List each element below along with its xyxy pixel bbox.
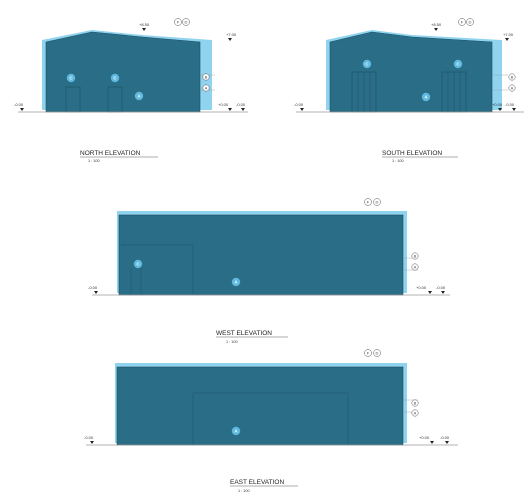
south-grid-tag-1-label: F [461,20,464,25]
north-marker-1 [66,73,76,83]
south-level-marker-ridge [434,28,438,31]
west-elevation-scale: 1 : 100 [226,340,238,344]
south-grid-tag-2-label: D [469,20,472,25]
north-level-eave-text: +7.00 [226,32,237,37]
north-level-marker-ridge [142,28,146,31]
south-grid-tag-2 [466,18,474,26]
south-marker-2-label: C [456,62,460,67]
south-level-left-text: -0.00 [294,102,304,107]
south-level-right-text: +0.00 [492,102,503,107]
west-level-far-right-text: -0.00 [436,285,446,290]
north-side-tag-1 [202,73,210,81]
south-marker-2 [453,59,463,69]
east-side-tag-1-label: B [414,401,417,406]
south-marker-3-label: A [424,95,428,100]
east-side-tag-2-label: A [414,411,417,416]
south-grid-tag-1 [458,18,466,26]
west-grid-tag-1-label: F [367,200,370,205]
west-level-right-text: +0.00 [416,285,427,290]
south-marker-1-label: C [365,62,369,67]
north-level-left-text: -0.00 [14,102,24,107]
west-marker-2-label: A [234,280,238,285]
north-side-tag-1-label: B [205,75,208,80]
east-level-marker-right [430,441,434,444]
north-facade [45,31,201,113]
south-level-ridge-text: +8.50 [431,22,442,27]
north-level-marker-far-right [241,108,245,111]
east-marker-1-label: A [234,429,238,434]
west-elevation-title: WEST ELEVATION [216,330,272,337]
east-marker-1 [231,426,241,436]
east-side-tag-1 [411,399,419,407]
south-elevation-title: SOUTH ELEVATION [382,150,442,157]
east-side-tag-2 [411,409,419,417]
north-level-right-text: +0.00 [218,102,229,107]
east-elevation-drawing: A F D B A -0.00 +0.00 -0.00 EAST ELEVATI… [84,349,458,493]
north-level-marker-left [20,108,24,111]
west-marker-1 [133,259,143,269]
south-marker-1 [362,59,372,69]
south-elevation-drawing: C C A F D B A +8.50 +7.00 -0.00 +0.00 -0… [294,18,524,163]
north-level-marker-right [228,108,232,111]
east-grid-tag-1-label: F [367,351,370,356]
south-marker-3 [421,92,431,102]
east-elevation-scale: 1 : 100 [238,489,250,493]
north-level-far-right-text: -0.00 [236,102,246,107]
south-side-tag-2-label: A [511,86,514,91]
west-elevation-drawing: C A F D B A -0.00 +0.00 -0.00 WEST ELEVA… [88,198,450,344]
north-elevation-drawing: C C A F D B A +8.50 +7.00 -0.00 +0.00 -0… [14,18,248,163]
west-side-tag-2 [411,263,419,271]
east-elevation-title: EAST ELEVATION [230,479,284,486]
west-facade [118,214,404,296]
north-grid-tag-1-label: F [177,20,180,25]
north-marker-2 [110,73,120,83]
north-side-tag-2 [202,84,210,92]
south-level-far-right-text: -0.00 [505,102,515,107]
north-elevation-title: NORTH ELEVATION [80,150,141,157]
west-level-left-text: -0.00 [88,285,98,290]
west-grid-tag-2 [373,198,381,206]
north-level-marker-eave [228,38,232,41]
south-level-marker-eave [505,38,509,41]
north-level-ridge-text: +8.50 [139,22,150,27]
north-grid-tag-2-label: D [185,20,188,25]
south-elevation-scale: 1 : 100 [392,159,404,163]
north-grid-tag-1 [174,18,182,26]
west-level-marker-left [94,291,98,294]
north-elevation-scale: 1 : 100 [88,159,100,163]
north-marker-3-label: A [137,94,141,99]
south-level-marker-far-right [512,108,516,111]
south-side-tag-1 [508,73,516,81]
south-side-tag-1-label: B [511,75,514,80]
north-grid-tag-2 [182,18,190,26]
north-marker-3 [134,91,144,101]
south-side-tag-2 [508,84,516,92]
south-level-eave-text: +7.00 [503,32,514,37]
east-grid-tag-1 [364,349,372,357]
west-grid-tag-2-label: D [376,200,379,205]
west-grid-tag-1 [364,198,372,206]
west-side-tag-1 [411,252,419,260]
east-level-right-text: +0.00 [419,435,430,440]
south-level-marker-left [300,108,304,111]
east-level-marker-left [90,441,94,444]
north-marker-2-label: C [113,76,117,81]
east-grid-tag-2 [373,349,381,357]
east-level-marker-far-right [445,441,449,444]
east-level-far-right-text: -0.00 [440,435,450,440]
west-level-marker-right [428,291,432,294]
west-side-tag-1-label: B [414,254,417,259]
north-side-tag-2-label: A [205,86,208,91]
east-grid-tag-2-label: D [376,351,379,356]
north-marker-1-label: C [69,76,73,81]
west-side-tag-2-label: A [414,265,417,270]
west-level-marker-far-right [441,291,445,294]
south-level-marker-right [498,108,502,111]
west-marker-2 [231,277,241,287]
east-level-left-text: -0.00 [84,435,94,440]
west-marker-1-label: C [136,262,140,267]
east-facade [116,366,404,446]
